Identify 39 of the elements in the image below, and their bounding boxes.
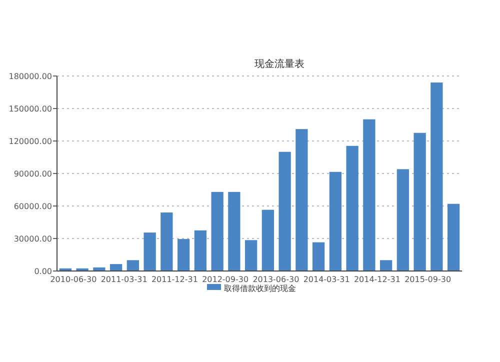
bar	[228, 192, 240, 271]
bar	[380, 260, 392, 271]
bar	[296, 129, 308, 271]
y-tick-label: 90000.00	[14, 170, 52, 178]
bar	[144, 232, 156, 271]
x-tick-label: 2011-12-31	[151, 275, 198, 284]
bar	[414, 132, 426, 271]
x-tick-label: 2011-03-31	[100, 275, 148, 284]
bar	[312, 242, 325, 271]
bar	[346, 146, 358, 271]
bar	[177, 239, 190, 271]
y-tick-label: 30000.00	[14, 234, 52, 244]
bar	[160, 212, 173, 271]
bar	[447, 204, 460, 271]
bar	[194, 230, 207, 271]
y-tick-label: 150000.00	[8, 104, 52, 114]
y-tick-label: 120000.00	[8, 137, 52, 146]
bar	[110, 264, 122, 271]
bar	[278, 152, 291, 271]
y-tick-label: 60000.00	[14, 202, 52, 211]
y-tick-label: 0.00	[34, 267, 52, 276]
bar	[126, 260, 140, 271]
bar	[329, 172, 342, 271]
x-tick-label: 2014-12-31	[354, 275, 400, 284]
x-tick-label: 2012-09-30	[202, 275, 249, 284]
x-tick-label: 2010-06-30	[50, 275, 97, 284]
legend: 取得借款收到的现金	[207, 284, 296, 293]
x-tick-label: 2015-09-30	[404, 275, 452, 284]
bar	[363, 119, 376, 271]
bar	[430, 82, 443, 271]
x-tick-label: 2013-06-30	[252, 275, 300, 284]
x-tick-label: 2014-03-31	[303, 275, 350, 284]
bar	[211, 192, 224, 271]
chart-title: 现金流量表	[254, 58, 304, 70]
y-tick-label: 180000.00	[8, 72, 52, 81]
bar	[396, 169, 410, 271]
bar	[262, 210, 274, 271]
legend-label: 取得借款收到的现金	[224, 284, 296, 293]
bar	[244, 240, 258, 271]
